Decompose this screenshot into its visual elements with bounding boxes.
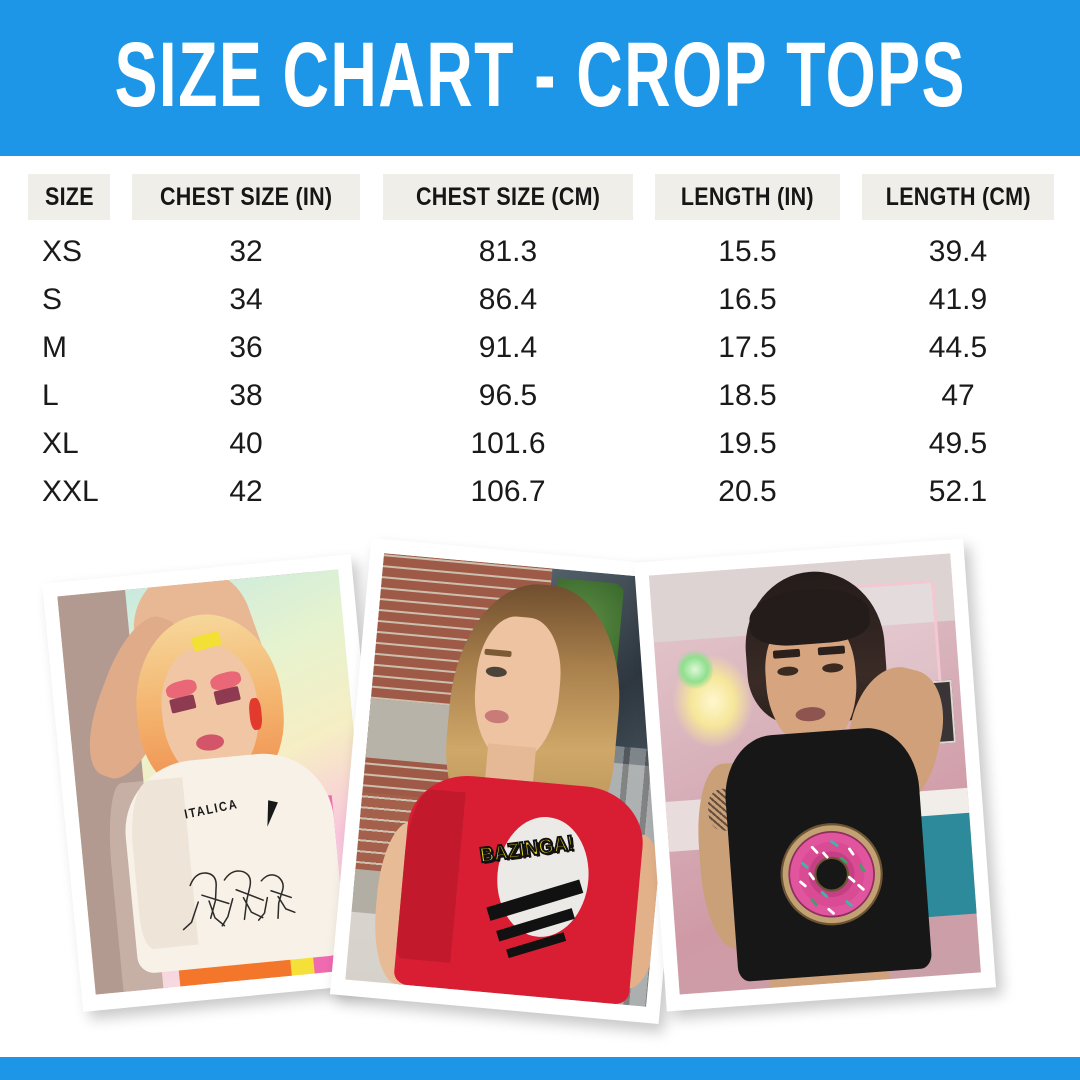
cell-chest-cm: 96.5 [478, 379, 538, 412]
cell-length-in: 20.5 [718, 475, 777, 508]
photo-image [648, 553, 981, 995]
cell-length-in: 15.5 [718, 235, 777, 268]
cell-size: XS [42, 235, 83, 268]
cell-size: XXL [42, 475, 99, 508]
cell-chest-in: 34 [229, 283, 263, 316]
cell-length-in: 19.5 [718, 427, 777, 460]
table-body: XS 32 81.3 15.5 39.4 S 34 86.4 16.5 41.9… [0, 228, 1080, 528]
cell-chest-in: 42 [229, 475, 263, 508]
cell-chest-in: 40 [229, 427, 263, 460]
cell-chest-cm: 81.3 [478, 235, 538, 268]
photo-italica-crop-top: ITALICA [42, 554, 392, 1012]
cell-chest-in: 36 [229, 331, 263, 364]
photo-image: ITALICA [57, 569, 377, 995]
cell-length-cm: 39.4 [928, 235, 988, 268]
cell-length-cm: 49.5 [928, 427, 988, 460]
cell-length-in: 17.5 [718, 331, 777, 364]
cell-chest-in: 32 [229, 235, 263, 268]
band-lineart-icon [166, 831, 305, 947]
cell-length-cm: 47 [941, 379, 975, 412]
cell-chest-cm: 91.4 [478, 331, 538, 364]
column-header-size: SIZE [28, 174, 110, 220]
table-row: L 38 96.5 18.5 47 [0, 372, 1080, 420]
cell-length-cm: 44.5 [928, 331, 988, 364]
cell-chest-in: 38 [229, 379, 263, 412]
table-header-row: SIZE CHEST SIZE (IN) CHEST SIZE (CM) LEN… [0, 174, 1080, 220]
size-table: SIZE CHEST SIZE (IN) CHEST SIZE (CM) LEN… [0, 174, 1080, 528]
column-header-chest-in: CHEST SIZE (IN) [132, 174, 360, 220]
cell-length-in: 16.5 [718, 283, 777, 316]
table-row: XL 40 101.6 19.5 49.5 [0, 420, 1080, 468]
cell-chest-cm: 86.4 [478, 283, 538, 316]
table-row: XXL 42 106.7 20.5 52.1 [0, 468, 1080, 516]
column-header-length-in: LENGTH (IN) [655, 174, 840, 220]
donut-icon [772, 803, 890, 945]
table-row: XS 32 81.3 15.5 39.4 [0, 228, 1080, 276]
column-header-chest-cm: CHEST SIZE (CM) [383, 174, 633, 220]
header-banner: SIZE CHART - CROP TOPS [0, 0, 1080, 156]
footer-strip [0, 1057, 1080, 1080]
cell-length-in: 18.5 [718, 379, 777, 412]
column-header-length-cm: LENGTH (CM) [862, 174, 1054, 220]
cell-size: M [42, 331, 67, 364]
photo-collage: ITALICA [0, 537, 1080, 1060]
cell-size: L [42, 379, 59, 412]
cell-chest-cm: 106.7 [470, 475, 546, 508]
page-title: SIZE CHART - CROP TOPS [114, 24, 966, 127]
table-row: S 34 86.4 16.5 41.9 [0, 276, 1080, 324]
cell-length-cm: 52.1 [928, 475, 988, 508]
cell-size: S [42, 283, 63, 316]
table-row: M 36 91.4 17.5 44.5 [0, 324, 1080, 372]
cell-chest-cm: 101.6 [470, 427, 546, 460]
photo-donut-crop-top [633, 538, 997, 1012]
photo-image: BAZINGA! [345, 553, 685, 1007]
cell-size: XL [42, 427, 79, 460]
cell-length-cm: 41.9 [928, 283, 988, 316]
